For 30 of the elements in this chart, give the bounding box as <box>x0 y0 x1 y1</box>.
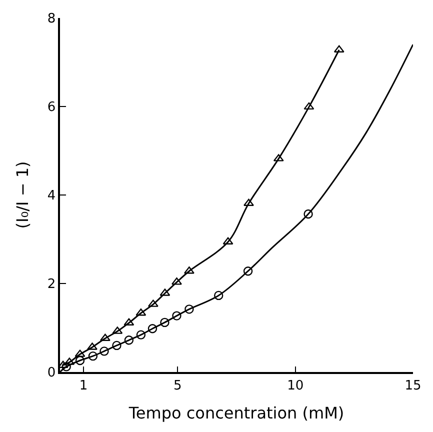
y-tick-label: 4 <box>47 188 56 204</box>
point <box>136 330 146 340</box>
x-tick-label: 15 <box>404 378 422 394</box>
point <box>62 362 71 372</box>
x-axis-title: Tempo concentration (mM) <box>128 404 344 423</box>
point <box>172 311 182 320</box>
point <box>244 198 254 206</box>
x-tick-label: 10 <box>287 378 304 394</box>
point <box>184 304 194 314</box>
point <box>88 351 98 361</box>
y-tick-label: 8 <box>47 12 56 27</box>
y-tick-label: 6 <box>47 100 56 116</box>
point <box>222 237 234 245</box>
point <box>304 209 313 219</box>
point <box>172 278 182 285</box>
x-tick-label: 5 <box>174 378 182 394</box>
point <box>112 340 122 350</box>
point <box>124 336 134 345</box>
point <box>100 346 109 356</box>
point <box>243 266 253 276</box>
point <box>87 342 98 350</box>
point <box>160 318 170 328</box>
point <box>148 324 158 334</box>
y-tick-label: 0 <box>47 366 56 381</box>
y-tick-label: 2 <box>47 277 56 292</box>
point <box>214 290 224 300</box>
point <box>304 102 314 110</box>
y-axis-title: (I₀/I − 1) <box>12 161 32 229</box>
x-tick-label: 1 <box>79 378 88 394</box>
point <box>75 356 85 366</box>
